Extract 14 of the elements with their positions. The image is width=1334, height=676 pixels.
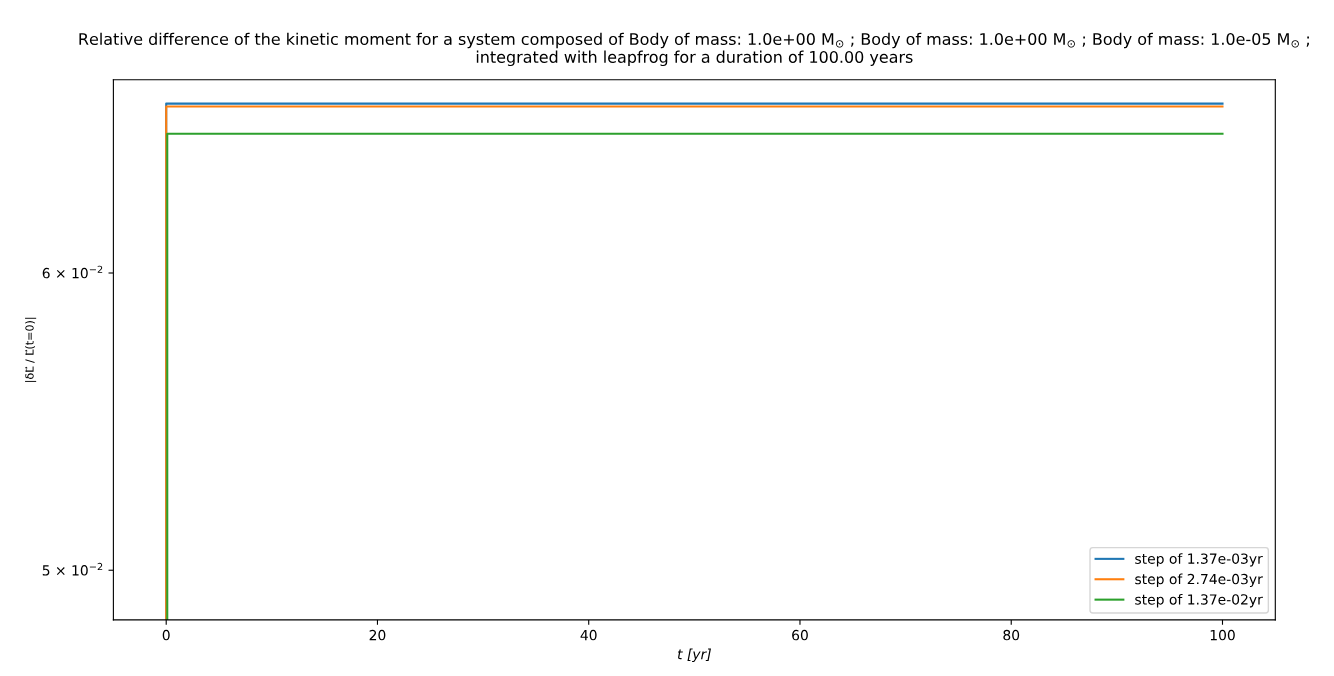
y-tick-label: 6 × 10$^{−2}$ — [42, 265, 103, 279]
x-tick-label: 0 — [162, 629, 170, 641]
x-tick-label: 100 — [1210, 629, 1235, 641]
legend-label: step of 2.74e-03yr — [1135, 573, 1263, 588]
x-tick-label: 80 — [1003, 629, 1020, 641]
x-tick-label: 20 — [369, 629, 386, 641]
x-tick-label: 40 — [580, 629, 597, 641]
x-tick-label: 60 — [792, 629, 808, 641]
chart-title: Relative difference of the kinetic moment for a system composed of Body of mass: 1.0e+00 M$_{⊙}$ ; Body of mass: 1.0e+00 M$_{⊙}$ ; Body of mass: 1.0e-05 M$_{⊙}$ ; integrated with leapfrog for a duration of 100.00 years — [79, 32, 1309, 67]
legend-label: step of 1.37e-03yr — [1135, 553, 1263, 567]
legend-label: step of 1.37e-02yr — [1135, 593, 1263, 608]
x-axis-title: t [yr] — [677, 648, 711, 663]
y-tick-label: 5 × 10$^{−2}$ — [42, 562, 103, 576]
y-axis-title: |δL⃗ / L⃗(t=0)| — [25, 317, 37, 382]
